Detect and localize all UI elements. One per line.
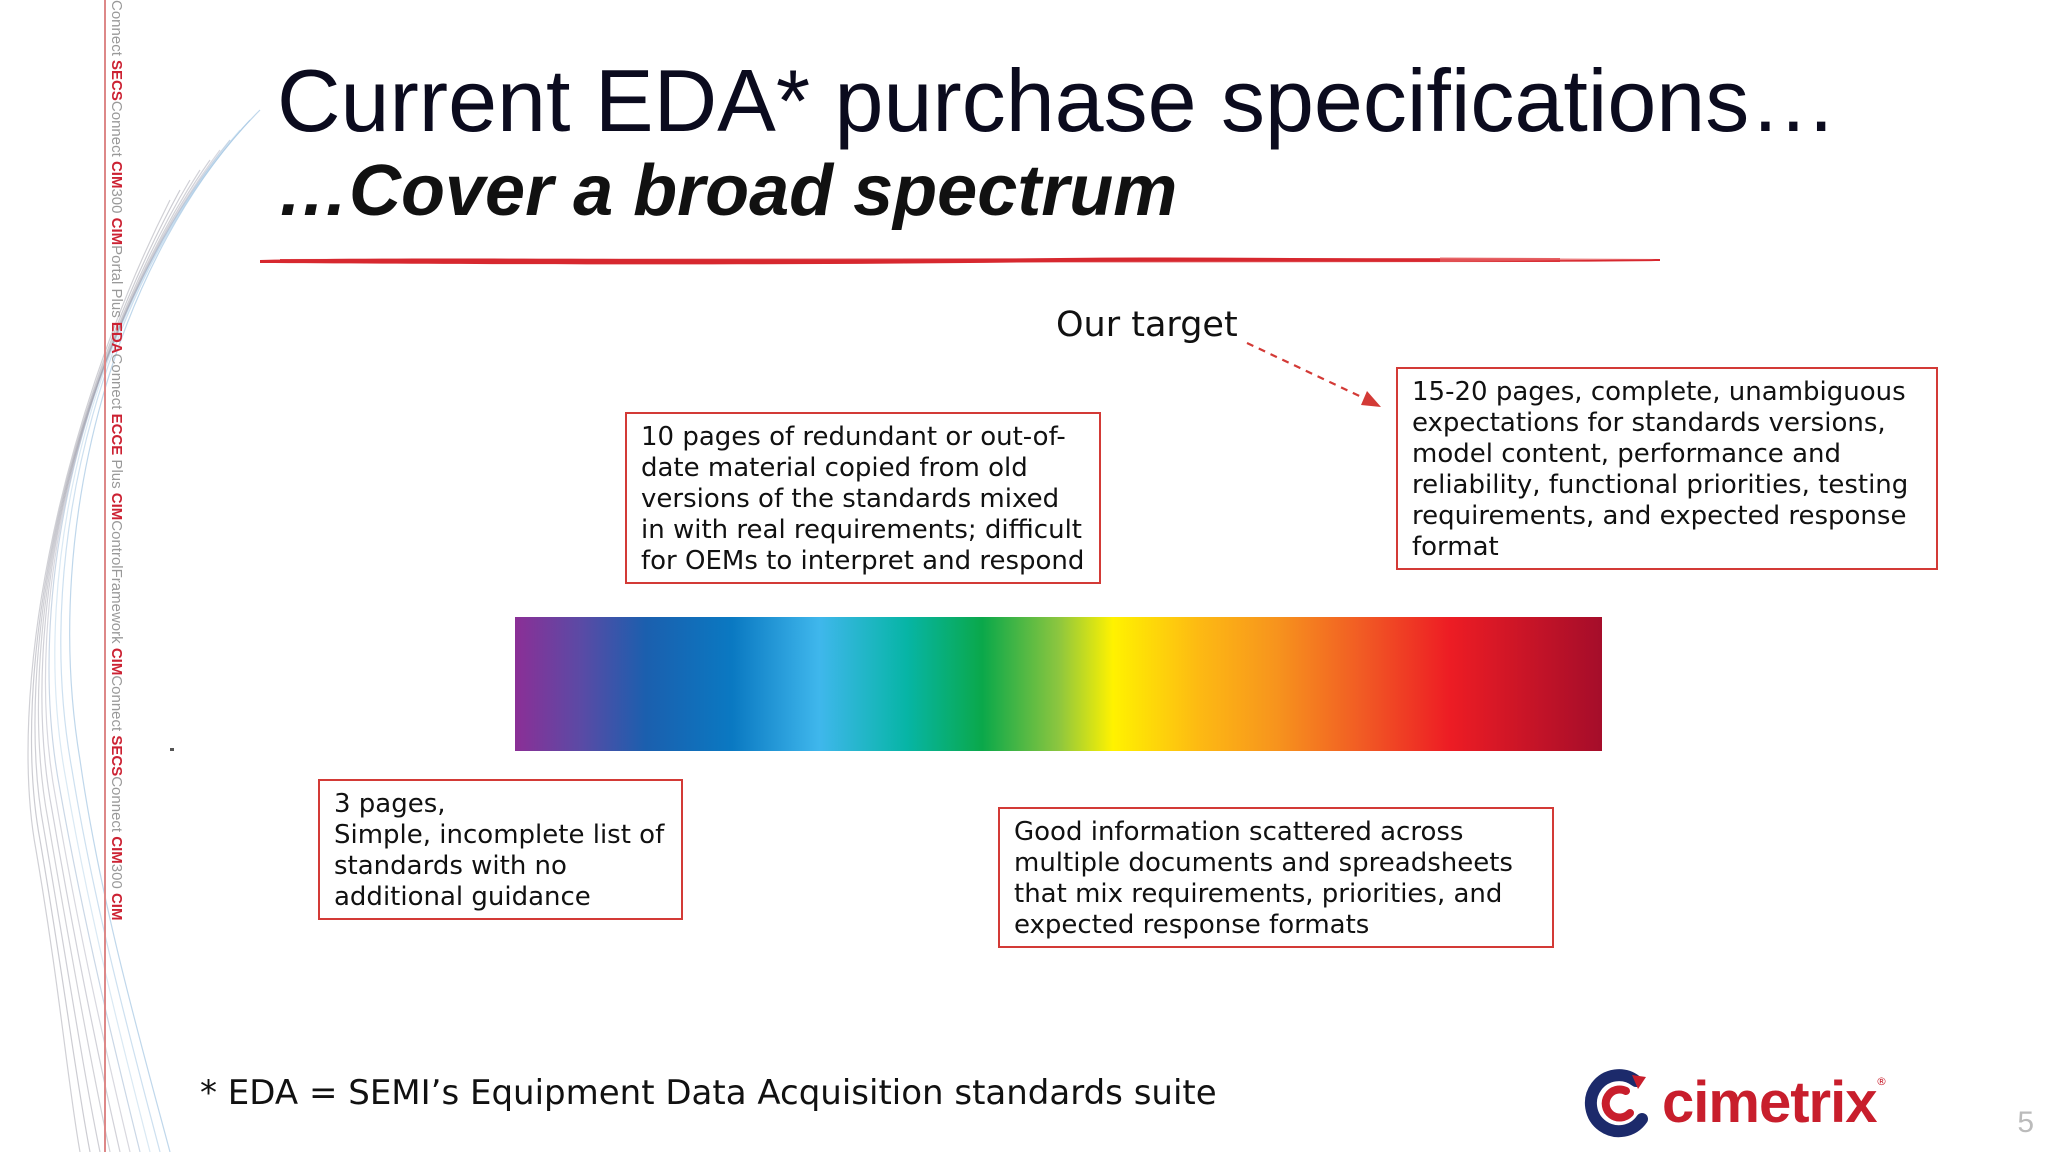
product-brand: SECS <box>108 735 125 777</box>
product-name-strip: Connect SECSConnect CIM300 CIMPortal Plu… <box>104 0 126 1152</box>
product-suffix: Portal Plus <box>108 245 125 322</box>
brush-divider <box>260 257 1660 265</box>
logo-wordmark: cimetrix <box>1662 1070 1877 1135</box>
callout-ten-pages: 10 pages of redundant or out-of- date ma… <box>625 412 1101 584</box>
footnote: * EDA = SEMI’s Equipment Data Acquisitio… <box>200 1073 1217 1113</box>
product-brand: CIM <box>108 217 125 246</box>
spectrum-bar <box>515 617 1602 751</box>
product-brand: CIM <box>108 647 125 676</box>
product-suffix: ControlFramework <box>108 520 125 648</box>
callout-scattered-info: Good information scattered across multip… <box>998 807 1554 948</box>
product-suffix: 300 <box>108 863 125 893</box>
product-suffix: Plus <box>108 455 125 493</box>
product-brand: CIM <box>108 492 125 521</box>
product-suffix: Connect <box>108 353 125 414</box>
product-suffix: Connect <box>108 776 125 837</box>
product-brand: SECS <box>108 60 125 101</box>
product-brand: EDA <box>108 321 125 354</box>
cimetrix-c-swirl-icon <box>1584 1069 1648 1138</box>
slide-subtitle: …Cover a broad spectrum <box>277 151 1178 231</box>
slide-number: 5 <box>2017 1106 2034 1139</box>
product-suffix: Connect <box>108 100 125 161</box>
product-brand: ECCE <box>108 413 125 456</box>
product-brand: CIM <box>108 892 125 921</box>
dashed-arrow-icon <box>1246 342 1381 407</box>
decorative-dot <box>170 748 174 751</box>
product-suffix: Connect <box>108 0 125 61</box>
cimetrix-logo: cimetrix ® <box>1580 1065 1887 1139</box>
decorative-swoosh <box>27 109 261 1152</box>
product-name-list: Connect SECSConnect CIM300 CIMPortal Plu… <box>106 0 126 1152</box>
slide-title: Current EDA* purchase specifications… <box>277 51 1838 150</box>
product-suffix: Connect <box>108 675 125 736</box>
target-label: Our target <box>1056 305 1238 345</box>
product-suffix: 300 <box>108 188 125 218</box>
callout-three-pages: 3 pages, Simple, incomplete list of stan… <box>318 779 683 920</box>
callout-target-spec: 15-20 pages, complete, unambiguous expec… <box>1396 367 1938 570</box>
registered-mark: ® <box>1876 1075 1887 1088</box>
product-brand: CIM <box>108 160 125 189</box>
product-brand: CIM <box>108 836 125 864</box>
